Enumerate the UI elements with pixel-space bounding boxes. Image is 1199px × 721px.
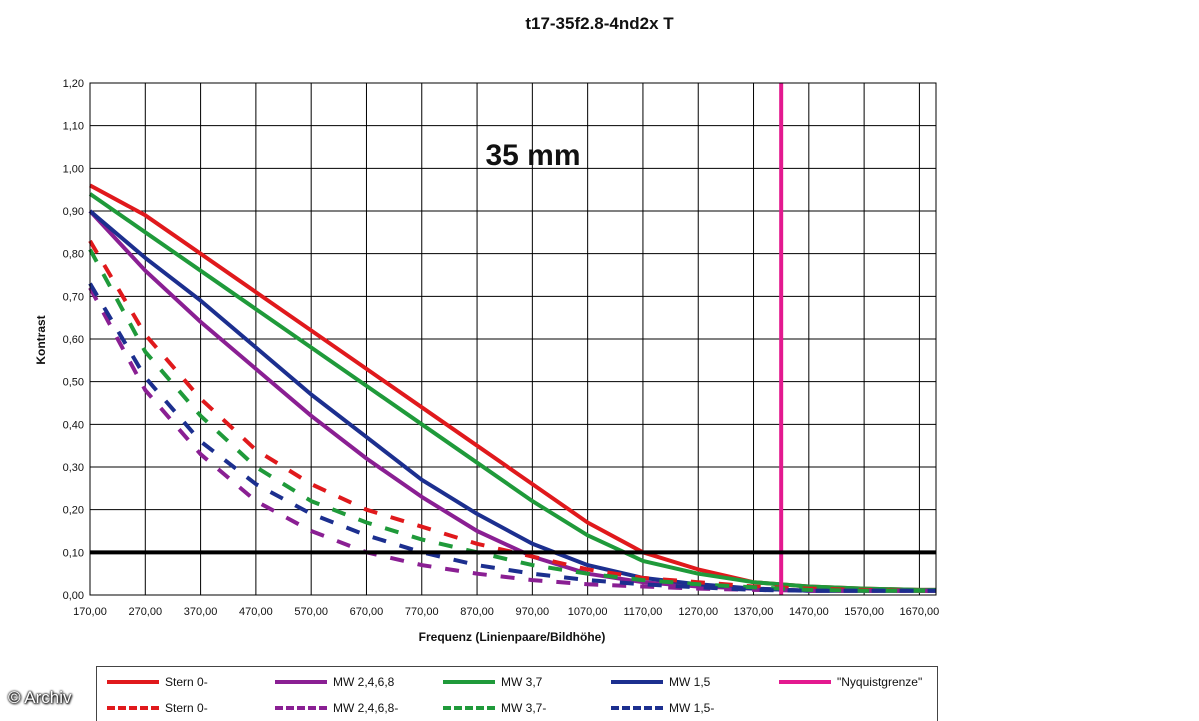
y-tick-labels: 0,00 0,10 0,20 0,30 0,40 0,50 0,60 0,70 0,80 0,90… xyxy=(63,78,84,602)
y-tick-label: 1,20 xyxy=(63,78,84,90)
focal-length-annotation: 35 mm xyxy=(485,139,580,172)
x-tick-label: 1370,00 xyxy=(734,606,774,618)
legend-swatch xyxy=(275,706,327,710)
legend-label: MW 3,7 xyxy=(501,675,543,689)
line-chart: 0,00 0,10 0,20 0,30 0,40 0,50 0,60 0,70 0,80 0,90… xyxy=(34,78,939,644)
series-line-2 xyxy=(88,192,936,592)
legend-item: "Nyquistgrenze" xyxy=(779,673,922,691)
legend-label: MW 2,4,6,8- xyxy=(333,701,399,715)
legend-swatch xyxy=(107,706,159,710)
y-tick-label: 0,10 xyxy=(63,547,84,559)
legend-swatch xyxy=(611,680,663,684)
legend-label: Stern 0- xyxy=(165,675,208,689)
x-tick-label: 1170,00 xyxy=(623,606,662,618)
y-tick-label: 0,40 xyxy=(63,419,84,431)
legend-item: MW 3,7 xyxy=(443,673,542,691)
legend-item: MW 1,5 xyxy=(611,673,710,691)
y-tick-label: 0,00 xyxy=(63,590,84,602)
y-tick-label: 0,80 xyxy=(63,249,84,261)
legend-label: MW 1,5- xyxy=(669,701,715,715)
legend-item: MW 3,7- xyxy=(443,699,546,717)
chart-title: t17-35f2.8-4nd2x T xyxy=(525,14,674,33)
legend-swatch xyxy=(611,706,663,710)
x-tick-label: 270,00 xyxy=(128,606,162,618)
legend-label: MW 3,7- xyxy=(501,701,547,715)
x-tick-label: 1470,00 xyxy=(789,606,829,618)
series-line-4 xyxy=(88,239,936,593)
y-axis-label: Kontrast xyxy=(34,315,48,364)
x-tick-label: 970,00 xyxy=(516,606,550,618)
legend-item: MW 1,5- xyxy=(611,699,714,717)
y-tick-label: 0,70 xyxy=(63,291,84,303)
y-tick-label: 0,30 xyxy=(63,462,84,474)
legend-label: MW 1,5 xyxy=(669,675,711,689)
series-layer xyxy=(88,183,936,593)
x-tick-label: 470,00 xyxy=(239,606,273,618)
x-tick-labels: 170,00 270,00 370,00 470,00 570,00 670,00 770,… xyxy=(73,606,939,618)
legend-swatch xyxy=(107,680,159,684)
legend-item: MW 2,4,6,8- xyxy=(275,699,398,717)
legend-label: Stern 0- xyxy=(165,701,208,715)
y-tick-label: 1,10 xyxy=(63,121,84,133)
legend-item: Stern 0- xyxy=(107,699,208,717)
x-tick-label: 770,00 xyxy=(405,606,439,618)
legend-swatch xyxy=(275,680,327,684)
legend-swatch xyxy=(443,706,495,710)
legend-swatch xyxy=(443,680,495,684)
watermark: © Archiv xyxy=(8,688,72,707)
x-tick-label: 370,00 xyxy=(184,606,218,618)
legend-swatch xyxy=(779,680,831,684)
x-tick-label: 1670,00 xyxy=(900,606,940,618)
x-tick-label: 870,00 xyxy=(460,606,494,618)
legend: Stern 0- MW 2,4,6,8 MW 3,7 MW 1,5 "Nyquistgr… xyxy=(96,666,938,721)
y-tick-label: 0,60 xyxy=(63,334,84,346)
x-tick-label: 670,00 xyxy=(350,606,384,618)
legend-item: Stern 0- xyxy=(107,673,208,691)
x-tick-label: 170,00 xyxy=(73,606,107,618)
x-tick-label: 570,00 xyxy=(294,606,328,618)
y-tick-label: 1,00 xyxy=(63,163,84,175)
series-line-5 xyxy=(88,286,936,593)
reference-lines xyxy=(90,83,936,595)
x-tick-label: 1570,00 xyxy=(844,606,884,618)
legend-item: MW 2,4,6,8 xyxy=(275,673,394,691)
y-tick-label: 0,90 xyxy=(63,206,84,218)
legend-label: "Nyquistgrenze" xyxy=(837,675,923,689)
x-axis-label: Frequenz (Linienpaare/Bildhöhe) xyxy=(419,630,606,644)
legend-label: MW 2,4,6,8 xyxy=(333,675,395,689)
y-tick-label: 0,20 xyxy=(63,505,84,517)
x-tick-label: 1070,00 xyxy=(568,606,608,618)
series-line-7 xyxy=(88,282,936,593)
x-tick-label: 1270,00 xyxy=(678,606,718,618)
plot-border xyxy=(89,82,937,596)
y-tick-label: 0,50 xyxy=(63,377,84,389)
